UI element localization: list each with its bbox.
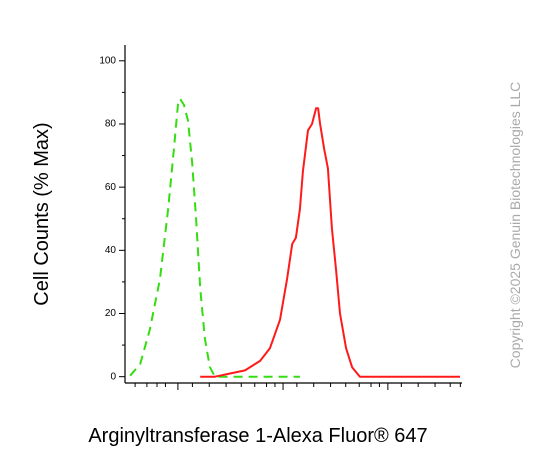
y-tick-label: 100 <box>99 55 116 66</box>
y-tick-label: 0 <box>110 371 116 382</box>
y-tick-label: 40 <box>105 245 117 256</box>
watermark: Copyright ©2025 Genuin Biotechnologies L… <box>507 82 523 369</box>
histogram-line <box>129 97 300 378</box>
histogram-line <box>200 107 460 378</box>
y-tick-label: 80 <box>105 119 117 130</box>
y-axis-label: Cell Counts (% Max) <box>31 122 53 305</box>
y-tick-label: 60 <box>105 182 117 193</box>
y-tick-label: 20 <box>105 308 117 319</box>
x-axis-label: Arginyltransferase 1-Alexa Fluor® 647 <box>88 425 427 447</box>
